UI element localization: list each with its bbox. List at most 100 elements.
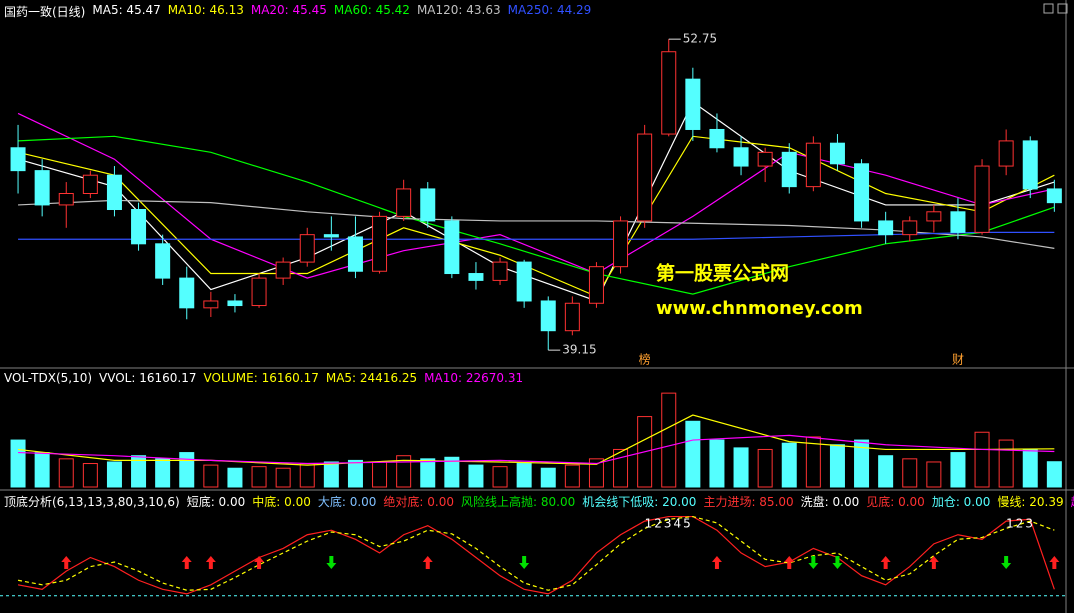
volume-bar — [34, 452, 50, 488]
candle-body — [564, 302, 580, 332]
wave-label: 12345 — [645, 517, 693, 531]
legend-entry: 机会线下低吸: 20.00 — [582, 495, 697, 509]
volume-bar — [950, 452, 966, 488]
volume-bar — [902, 458, 918, 488]
candle-body — [829, 142, 845, 165]
legend-entry: 慢线: 20.39 — [997, 495, 1064, 509]
arrow-up — [880, 556, 891, 569]
candle-body — [372, 215, 388, 272]
volume-bar — [58, 458, 74, 488]
volume-bar — [878, 455, 894, 488]
watermark: www.chnmoney.com — [656, 298, 863, 319]
candle-body — [661, 51, 677, 135]
volume-bar — [203, 464, 219, 488]
volume-bar — [468, 464, 484, 488]
volume-bar — [251, 466, 267, 488]
candle-body — [516, 261, 532, 302]
marker: 榜 — [639, 352, 651, 367]
candle-body — [637, 133, 653, 222]
line — [17, 135, 1055, 298]
marker: 财 — [952, 353, 964, 367]
line — [18, 135, 1055, 295]
line — [18, 434, 1055, 465]
volume-bar — [540, 467, 556, 488]
window-button[interactable] — [1043, 3, 1054, 14]
arrow-up — [928, 556, 939, 569]
line — [17, 101, 1055, 302]
candle-body — [299, 234, 315, 263]
candle-body — [733, 147, 749, 167]
volume-bar — [1022, 448, 1038, 488]
candle-body — [1046, 188, 1062, 204]
candle-body — [106, 174, 122, 211]
legend-entry: 短底: 0.00 — [186, 495, 246, 509]
legend-entry: 加仓: 0.00 — [931, 495, 991, 509]
volume-bar — [396, 455, 412, 488]
candle-body — [323, 234, 339, 238]
candle-body — [878, 220, 894, 236]
candle-body — [155, 243, 171, 279]
wave-label: 123 — [1006, 517, 1035, 531]
candle-body — [203, 300, 219, 309]
arrow-up — [61, 556, 72, 569]
volume-bar — [733, 447, 749, 488]
candle-body — [781, 151, 797, 188]
volume-bar — [492, 466, 508, 488]
indicator-header: 顶底分析(6,13,13,3,80,3,10,6) 短底: 0.00 中底: 0.0… — [4, 493, 1074, 510]
legend-entry: MA5: 45.47 — [92, 3, 161, 17]
volume-bar — [854, 439, 870, 488]
legend-entry: MA10: 22670.31 — [424, 371, 524, 385]
legend-entry: MA120: 43.63 — [416, 3, 501, 17]
volume-bar — [347, 459, 363, 488]
volume-bar — [444, 456, 460, 488]
legend-entry: 大底: 0.00 — [317, 495, 377, 509]
line — [17, 414, 1055, 466]
candle-body — [685, 78, 701, 130]
candle-body — [444, 220, 460, 275]
candle-body — [540, 300, 556, 332]
candle-body — [588, 266, 604, 304]
arrow-down — [1001, 556, 1012, 569]
volume-bar — [564, 464, 580, 488]
candle-body — [58, 193, 74, 206]
title: VOL-TDX(5,10) — [4, 371, 93, 385]
candle-body — [950, 211, 966, 233]
legend-entry: 中底: 0.00 — [252, 495, 311, 509]
line — [17, 515, 1055, 591]
line — [18, 199, 1055, 249]
candle-body — [613, 220, 629, 268]
volume-bar — [926, 461, 942, 488]
legend-entry: 风险线上高抛: 80.00 — [461, 495, 576, 509]
price-label: 52.75 — [683, 32, 717, 46]
volume-bar — [974, 431, 990, 488]
candle-body — [492, 261, 508, 281]
window-button[interactable] — [1057, 3, 1068, 14]
legend-entry: VVOL: 16160.17 — [99, 371, 197, 385]
volume-bar — [709, 439, 725, 488]
legend-entry: MA10: 46.13 — [167, 3, 244, 17]
arrow-up — [422, 556, 433, 569]
candle-body — [396, 188, 412, 217]
arrow-down — [519, 556, 530, 569]
volume-bar — [829, 444, 845, 488]
volume-bar — [299, 463, 315, 488]
volume-bar — [227, 467, 243, 488]
legend-entry: MA250: 44.29 — [507, 3, 592, 17]
candle-body — [275, 261, 291, 279]
volume-bar — [588, 458, 604, 488]
volume-bar — [998, 439, 1014, 488]
volume-bar — [685, 420, 701, 488]
arrow-down — [808, 556, 819, 569]
candle-body — [709, 128, 725, 149]
candle-body — [902, 220, 918, 236]
legend-entry: MA60: 45.42 — [333, 3, 410, 17]
legend-entry: 趋势线 — [1071, 493, 1074, 510]
arrow-up — [1049, 556, 1060, 569]
volume-bar — [179, 452, 195, 488]
arrow-up — [181, 556, 192, 569]
legend-entry: VOLUME: 16160.17 — [203, 371, 319, 385]
legend-entry: MA5: 24416.25 — [325, 371, 418, 385]
candle-body — [10, 147, 26, 172]
